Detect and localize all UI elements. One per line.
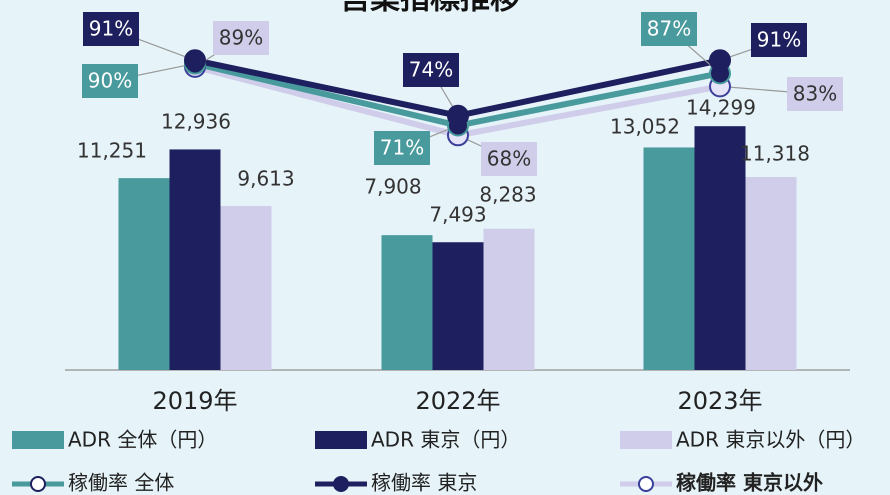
bar-value-label: 11,318 (740, 142, 810, 166)
line-value-label: 74% (409, 58, 453, 82)
legend-label: ADR 東京以外（円） (676, 428, 865, 452)
legend-label: 稼働率 東京以外 (676, 471, 823, 495)
bar (745, 177, 797, 370)
legend-label: 稼働率 全体 (68, 471, 174, 495)
legend-label: ADR 東京（円） (371, 428, 520, 452)
x-tick-label: 2022年 (415, 387, 500, 415)
bar-value-label: 8,283 (479, 183, 536, 207)
bar-value-label: 7,493 (429, 203, 486, 227)
x-tick-label: 2019年 (152, 387, 237, 415)
bar-value-label: 11,251 (77, 139, 147, 163)
line-value-label: 68% (487, 147, 531, 171)
legend-swatch (620, 431, 672, 449)
line-value-label: 71% (380, 136, 424, 160)
bar (483, 228, 535, 370)
line-label-box (641, 12, 697, 46)
line-label-box (481, 142, 537, 176)
bar (381, 235, 433, 370)
line-value-label: 87% (647, 17, 691, 41)
legend-marker (30, 476, 46, 492)
line-label-box (82, 64, 138, 98)
legend-swatch (315, 431, 367, 449)
line-label-box (403, 53, 459, 87)
line-marker (184, 49, 206, 72)
line-marker (447, 104, 469, 127)
bar (118, 178, 170, 370)
bar-value-label: 9,613 (237, 167, 294, 191)
bar (220, 206, 272, 370)
line-value-label: 91% (757, 28, 801, 52)
bar (694, 126, 746, 370)
line-label-box (751, 23, 807, 57)
bar-value-label: 13,052 (610, 115, 680, 139)
bar (169, 149, 221, 370)
line-value-label: 89% (219, 26, 263, 50)
bar (432, 242, 484, 370)
line-label-box (213, 21, 269, 55)
legend-label: ADR 全体（円） (68, 428, 217, 452)
bar-value-label: 7,908 (364, 175, 421, 199)
legend-label: 稼働率 東京 (371, 471, 477, 495)
legend-marker (333, 476, 349, 492)
chart-title: 営業指標推移 (340, 0, 520, 17)
legend-marker (638, 476, 654, 492)
x-tick-label: 2023年 (677, 387, 762, 415)
line-value-label: 90% (88, 69, 132, 93)
legend-swatch (12, 431, 64, 449)
line-value-label: 91% (89, 17, 133, 41)
bar-value-label: 14,299 (686, 96, 756, 120)
line-marker (709, 49, 731, 72)
bar (643, 147, 695, 370)
line-value-label: 83% (793, 82, 837, 106)
line-label-box (787, 77, 843, 111)
bar-value-label: 12,936 (161, 110, 231, 134)
line-label-box (83, 12, 139, 46)
line-label-box (374, 131, 430, 165)
